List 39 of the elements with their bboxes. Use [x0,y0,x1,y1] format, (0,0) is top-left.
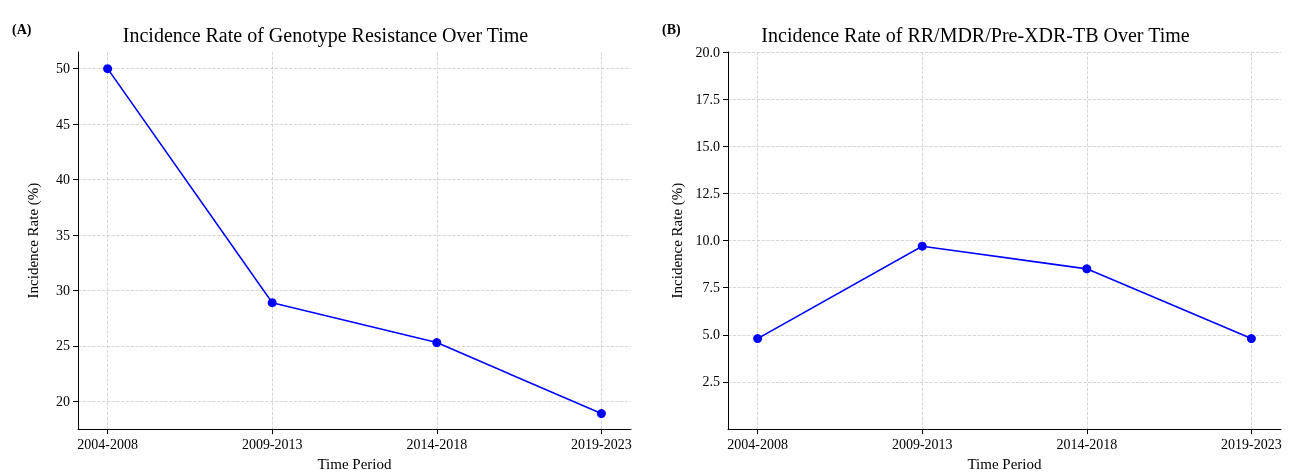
point [917,241,927,251]
y-tick-label: 17.5 [695,91,720,107]
y-tick-label: 30 [56,282,70,298]
chart-title: Incidence Rate of RR/MDR/Pre-XDR-TB Over Time [761,24,1190,46]
y-axis-title: Incidence Rate (%) [24,182,42,299]
x-axis-title: Time Period [317,455,393,472]
x-tick-label: 2019-2023 [571,436,632,452]
y-tick-label: 20 [56,393,70,409]
x-axis-title: Time Period [967,455,1043,472]
point [103,64,113,74]
y-tick-label: 50 [56,61,70,77]
chart-title: Incidence Rate of Genotype Resistance Over Time [122,24,529,47]
point [753,334,763,344]
y-tick-label: 25 [56,338,70,354]
y-tick-label: 40 [56,172,70,188]
y-tick-label: 5.0 [702,327,720,343]
y-tick-label: 7.5 [702,280,720,296]
y-tick-label: 2.5 [702,374,720,390]
x-tick-label: 2019-2023 [1221,436,1282,452]
x-tick-label: 2009-2013 [891,436,953,452]
point [267,298,277,308]
x-tick-label: 2004-2008 [727,436,788,452]
y-tick-label: 45 [56,116,70,132]
point [1082,264,1092,274]
point [1246,334,1256,344]
x-tick-label: 2014-2018 [1056,436,1118,452]
y-axis-title: Incidence Rate (%) [669,182,687,299]
y-tick-label: 15.0 [695,138,720,154]
text: (A) [12,21,32,38]
y-tick-label: 20.0 [695,44,720,60]
x-tick-label: 2014-2018 [406,436,468,452]
y-tick-label: 12.5 [695,185,720,201]
point [432,338,442,348]
x-tick-label: 2009-2013 [241,436,303,452]
y-tick-label: 35 [56,227,70,243]
text: (B) [662,21,681,38]
point [596,409,606,419]
x-tick-label: 2004-2008 [77,436,138,452]
y-tick-label: 10.0 [695,233,720,249]
